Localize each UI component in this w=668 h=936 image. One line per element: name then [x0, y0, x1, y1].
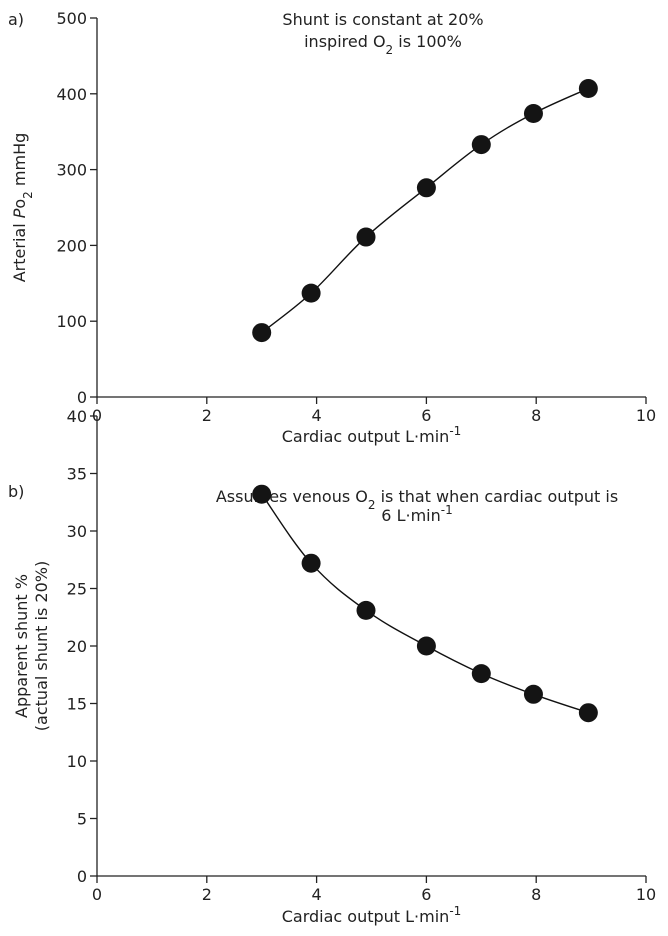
data-point	[252, 323, 272, 343]
data-point	[301, 553, 321, 573]
panel-label: b)	[8, 482, 24, 501]
x-tick-label: 6	[421, 885, 431, 904]
x-axis-title: Cardiac output L·min-1	[282, 904, 462, 926]
data-point	[301, 283, 321, 303]
y-tick-label: 35	[67, 465, 87, 484]
y-tick-label: 20	[67, 637, 87, 656]
data-point	[471, 664, 491, 684]
x-tick-label: 8	[531, 885, 541, 904]
text-part: Arterial	[10, 218, 29, 282]
text-superscript: -1	[441, 503, 453, 517]
text-superscript: -1	[449, 424, 461, 438]
annotation-line: Shunt is constant at 20%	[282, 10, 483, 29]
y-tick-label: 500	[56, 9, 87, 28]
text-part: Assumes venous O	[216, 487, 368, 506]
y-tick-label: 300	[56, 161, 87, 180]
data-point	[416, 636, 436, 656]
y-tick-label: 0	[77, 867, 87, 886]
panel-label: a)	[8, 10, 24, 29]
text-subscript: 2	[386, 43, 394, 57]
y-tick-label: 100	[56, 312, 87, 331]
y-tick-label: 30	[67, 522, 87, 541]
x-tick-label: 2	[202, 406, 212, 425]
text-part: inspired O	[304, 32, 385, 51]
data-point	[523, 684, 543, 704]
y-axis-title: (actual shunt is 20%)	[32, 561, 51, 731]
text-part: 6 L·min	[381, 506, 440, 525]
text-part: Apparent shunt %	[12, 574, 31, 718]
y-axis-title: Arterial Po2 mmHg	[10, 133, 35, 283]
y-tick-label: 10	[67, 752, 87, 771]
x-axis-title: Cardiac output L·min-1	[282, 424, 462, 446]
text-subscript: 2	[368, 498, 376, 512]
x-tick-label: 2	[202, 885, 212, 904]
chart-panel-b: b) 0 2 4 6 8 10 0 5 10 15 20 25 30 35 40 Cardiac output …	[8, 407, 656, 926]
data-point	[578, 703, 598, 723]
y-tick-label: 200	[56, 236, 87, 255]
x-tick-label: 0	[92, 885, 102, 904]
text-part: o	[10, 199, 29, 209]
x-tick-label: 8	[531, 406, 541, 425]
annotation-line: 6 L·min-1	[381, 503, 452, 525]
y-tick-label: 0	[77, 388, 87, 407]
text-subscript: 2	[21, 191, 35, 199]
text-part: is that when cardiac output is	[376, 487, 619, 506]
x-tick-label: 4	[312, 885, 322, 904]
text-part: is 100%	[393, 32, 462, 51]
text-part: (actual shunt is 20%)	[32, 561, 51, 731]
y-tick-label: 40	[67, 407, 87, 426]
data-point	[356, 600, 376, 620]
series-line	[261, 493, 589, 714]
data-point	[578, 78, 598, 98]
x-tick-label: 10	[636, 885, 656, 904]
text-italic: P	[10, 208, 29, 218]
y-tick-label: 400	[56, 85, 87, 104]
y-tick-label: 15	[67, 695, 87, 714]
x-tick-label: 6	[421, 406, 431, 425]
x-tick-label: 4	[312, 406, 322, 425]
text-superscript: -1	[449, 904, 461, 918]
x-tick-label: 10	[636, 406, 656, 425]
y-axis-title: Apparent shunt %	[12, 574, 31, 718]
y-tick-label: 25	[67, 580, 87, 599]
data-point	[356, 227, 376, 247]
annotation-line: inspired O2 is 100%	[304, 32, 462, 57]
text-part: mmHg	[10, 133, 29, 191]
data-point	[471, 135, 491, 155]
y-tick-label: 5	[77, 810, 87, 829]
text-part: Shunt is constant at 20%	[282, 10, 483, 29]
data-point	[416, 178, 436, 198]
data-point	[252, 484, 272, 504]
text-part: Cardiac output L·min	[282, 427, 450, 446]
data-point	[523, 104, 543, 124]
text-part: Cardiac output L·min	[282, 907, 450, 926]
